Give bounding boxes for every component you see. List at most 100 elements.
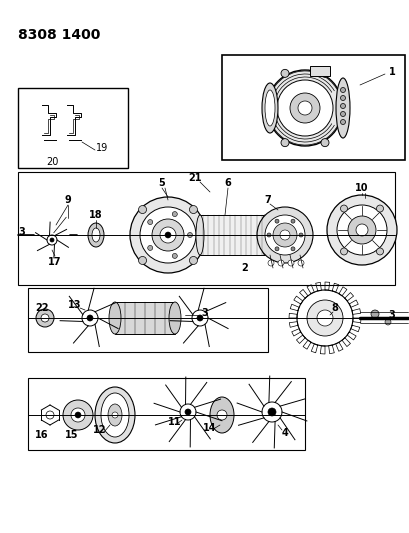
Circle shape — [172, 212, 177, 216]
Circle shape — [289, 93, 319, 123]
Circle shape — [339, 205, 347, 212]
Bar — [28, 378, 304, 450]
Circle shape — [280, 139, 288, 147]
Circle shape — [375, 248, 382, 255]
Circle shape — [36, 309, 54, 327]
Circle shape — [339, 87, 345, 93]
Circle shape — [375, 205, 382, 212]
Circle shape — [184, 409, 191, 415]
Ellipse shape — [95, 387, 135, 443]
Circle shape — [290, 219, 294, 223]
Circle shape — [277, 260, 283, 266]
Circle shape — [287, 260, 293, 266]
Text: 3: 3 — [388, 310, 394, 320]
Text: 6: 6 — [224, 178, 231, 188]
Circle shape — [152, 219, 184, 251]
Text: 8308 1400: 8308 1400 — [18, 28, 100, 42]
Circle shape — [274, 247, 278, 251]
Circle shape — [75, 412, 81, 418]
Ellipse shape — [108, 404, 122, 426]
Circle shape — [320, 139, 328, 147]
Circle shape — [347, 216, 375, 244]
Circle shape — [267, 260, 273, 266]
Circle shape — [160, 227, 175, 243]
Circle shape — [355, 224, 367, 236]
Text: 4: 4 — [281, 428, 288, 438]
Bar — [200, 215, 264, 255]
Text: 12: 12 — [93, 425, 106, 435]
Circle shape — [189, 206, 197, 214]
Circle shape — [264, 215, 304, 255]
Ellipse shape — [101, 393, 129, 437]
Circle shape — [276, 80, 332, 136]
Circle shape — [46, 411, 54, 419]
Circle shape — [47, 235, 57, 245]
Text: 8: 8 — [331, 303, 337, 313]
Text: 13: 13 — [68, 300, 81, 310]
Circle shape — [267, 408, 275, 416]
Circle shape — [139, 207, 196, 263]
Circle shape — [272, 223, 296, 247]
Circle shape — [112, 412, 118, 418]
Text: 5: 5 — [158, 178, 165, 188]
Circle shape — [187, 232, 192, 238]
Circle shape — [266, 233, 270, 237]
Text: 1: 1 — [388, 67, 394, 77]
Circle shape — [280, 69, 288, 77]
Circle shape — [130, 197, 205, 273]
Circle shape — [196, 315, 202, 321]
Circle shape — [138, 256, 146, 264]
Text: 10: 10 — [354, 183, 368, 193]
Circle shape — [180, 404, 196, 420]
Bar — [115, 302, 175, 334]
Text: 17: 17 — [48, 257, 62, 267]
Text: 7: 7 — [264, 195, 271, 205]
Circle shape — [297, 101, 311, 115]
Ellipse shape — [261, 215, 268, 255]
Ellipse shape — [92, 228, 100, 242]
Ellipse shape — [209, 397, 234, 433]
Circle shape — [63, 400, 93, 430]
Circle shape — [339, 119, 345, 125]
Text: 9: 9 — [65, 195, 71, 205]
Ellipse shape — [88, 223, 104, 247]
Circle shape — [320, 69, 328, 77]
Ellipse shape — [261, 83, 277, 133]
Circle shape — [339, 95, 345, 101]
Circle shape — [290, 247, 294, 251]
Text: 11: 11 — [168, 417, 181, 427]
Ellipse shape — [196, 215, 204, 255]
Circle shape — [41, 314, 49, 322]
Circle shape — [370, 310, 378, 318]
Text: 16: 16 — [35, 430, 49, 440]
Bar — [18, 172, 394, 285]
Circle shape — [316, 310, 332, 326]
Circle shape — [164, 232, 171, 238]
Circle shape — [261, 402, 281, 422]
Text: 15: 15 — [65, 430, 79, 440]
Circle shape — [339, 103, 345, 109]
Bar — [221, 55, 404, 160]
Circle shape — [306, 300, 342, 336]
Ellipse shape — [335, 78, 349, 138]
Circle shape — [191, 310, 207, 326]
Circle shape — [189, 256, 197, 264]
Circle shape — [266, 70, 342, 146]
Text: 2: 2 — [241, 263, 248, 273]
Text: 21: 21 — [188, 173, 201, 183]
Ellipse shape — [169, 302, 180, 334]
Circle shape — [297, 260, 303, 266]
Circle shape — [339, 111, 345, 117]
Circle shape — [339, 248, 347, 255]
Bar — [28, 288, 267, 352]
Text: 3: 3 — [18, 227, 25, 237]
Circle shape — [296, 290, 352, 346]
Circle shape — [87, 315, 93, 321]
Text: 19: 19 — [96, 143, 108, 153]
Circle shape — [256, 207, 312, 263]
Circle shape — [336, 205, 386, 255]
Text: 20: 20 — [46, 157, 58, 167]
Text: 3: 3 — [201, 308, 208, 318]
Circle shape — [274, 219, 278, 223]
Bar — [18, 88, 128, 168]
